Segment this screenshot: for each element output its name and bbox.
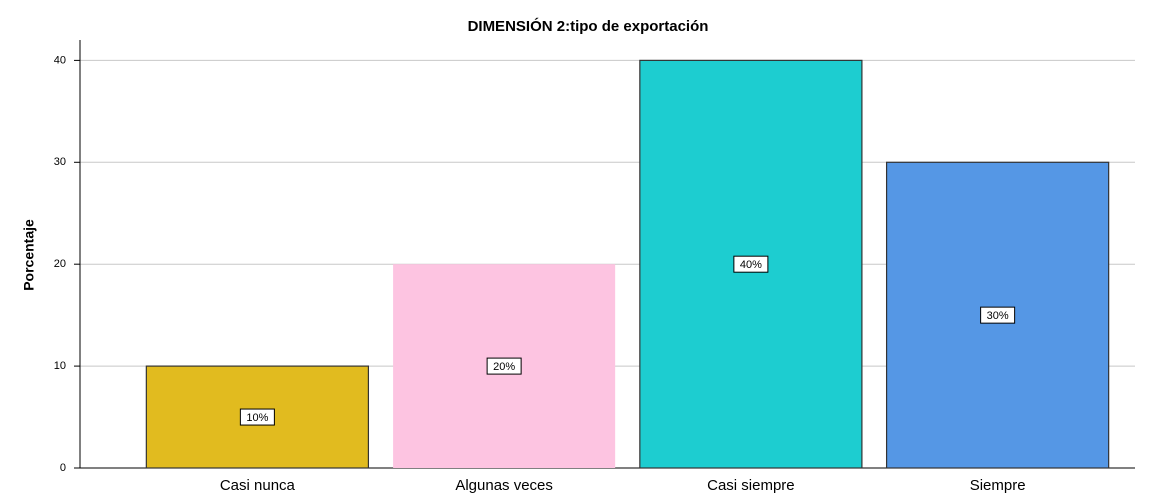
x-tick-label: Algunas veces [455,477,553,493]
value-label-box [980,306,1016,324]
y-tick-label: 30 [54,156,66,168]
y-tick-label: 20 [54,258,66,270]
y-tick-label: 40 [54,54,66,66]
value-label: 40% [740,259,762,271]
x-tick-label: Casi siempre [707,477,795,493]
x-tick-label: Siempre [970,477,1026,493]
value-label-box [733,255,769,273]
value-label: 30% [987,310,1009,322]
x-tick-label: Casi nunca [220,477,296,493]
y-tick-label: 0 [60,462,66,474]
value-label: 20% [493,361,515,373]
value-label: 10% [246,412,268,424]
y-axis-label: Porcentaje [21,219,37,291]
value-label-box [239,408,275,426]
y-tick-label: 10 [54,360,66,372]
chart-title: DIMENSIÓN 2:tipo de exportación [468,17,709,35]
value-label-box [486,357,522,375]
